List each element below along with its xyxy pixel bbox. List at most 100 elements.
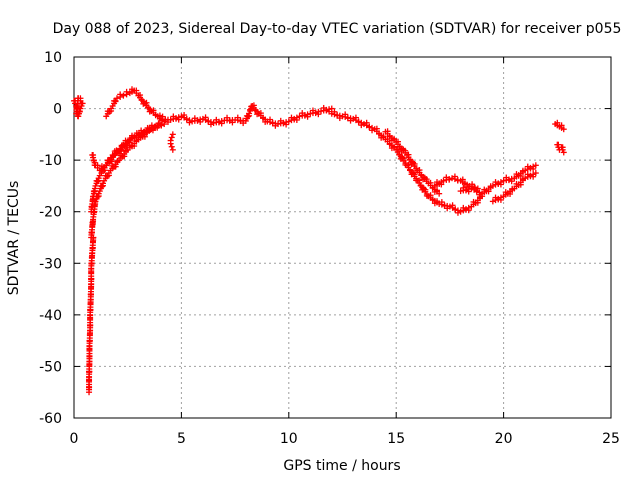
data-point-arc-descent — [380, 133, 387, 140]
chart-title: Day 088 of 2023, Sidereal Day-to-day VTE… — [53, 21, 622, 37]
data-point-arc-plateau — [315, 111, 322, 118]
data-point-arc-recovery-b — [108, 158, 115, 165]
data-point-arc-descent — [465, 207, 472, 214]
data-point-arc-late — [532, 162, 539, 169]
data-point-arc-late — [463, 187, 470, 194]
data-point-arc-descent — [391, 143, 398, 150]
data-point-arc-recovery-c — [112, 163, 119, 170]
data-point-arc-late — [517, 172, 524, 179]
data-point-arc-bump — [117, 91, 124, 98]
data-point-arc-descent — [358, 122, 365, 129]
data-point-arc-recovery-c — [105, 172, 112, 179]
data-point-arc-plateau — [323, 107, 330, 114]
data-point-arc-descent-b — [384, 128, 391, 135]
y-tick-label: -40 — [39, 308, 62, 324]
data-point-arc-descent-b — [416, 167, 423, 174]
x-tick-label: 5 — [177, 431, 186, 447]
data-point-arc-plateau — [178, 113, 185, 120]
data-point-arc-valley — [469, 181, 476, 188]
data-point-arc-recovery-b — [116, 148, 123, 155]
y-tick-label: 0 — [53, 102, 62, 118]
data-point-arc-descent — [427, 192, 434, 199]
data-point-arc-recovery-c — [121, 153, 128, 160]
data-point-arc-descent — [422, 186, 429, 193]
data-point-arc-plateau — [301, 112, 308, 119]
data-point-arc-short — [167, 140, 174, 147]
data-point-arc-plateau — [202, 114, 209, 121]
data-point-arc-bump — [112, 98, 119, 105]
data-point-arc-plateau — [159, 113, 166, 120]
data-points — [71, 86, 567, 396]
data-point-arc-plateau — [181, 112, 188, 119]
data-point-arc-late-b — [530, 173, 537, 180]
data-point-arc-valley — [440, 177, 447, 184]
data-point-arc-plateau — [167, 116, 174, 123]
data-point-arc-recovery-b — [90, 152, 97, 159]
y-axis-label: SDTVAR / TECUs — [6, 181, 22, 296]
data-point-arc-plateau — [246, 112, 253, 119]
data-point-arc-plateau — [186, 119, 193, 126]
data-point-arc-bump — [123, 88, 130, 95]
data-point-arc-descent — [342, 111, 349, 118]
data-point-arc-late — [489, 182, 496, 189]
data-point-arc-descent-b — [391, 135, 398, 142]
data-point-arc-descent — [457, 208, 464, 215]
data-point-arc-descent — [438, 199, 445, 206]
data-point-arc-start — [74, 95, 81, 102]
data-point-arc-end-b — [560, 126, 567, 133]
data-point-arc-late-b — [517, 181, 524, 188]
data-point-arc-recovery-c — [98, 183, 105, 190]
data-point-arc-descent — [350, 115, 357, 122]
data-point-arc-late-b — [507, 190, 514, 197]
data-point-arc-short — [168, 134, 175, 141]
data-point-arc-descent-b — [405, 151, 412, 158]
data-point-arc-descent — [446, 203, 453, 210]
data-point-arc-plateau — [328, 105, 335, 112]
data-point-arc-plateau — [293, 116, 300, 123]
y-tick-label: -10 — [39, 153, 62, 169]
data-point-arc-late — [476, 191, 483, 198]
data-point-arc-late — [468, 185, 475, 192]
x-tick-label: 0 — [70, 431, 79, 447]
data-point-arc-descent — [411, 171, 418, 178]
data-point-arc-recovery-c — [131, 143, 138, 150]
data-point-arc-plateau — [280, 120, 287, 127]
data-point-arc-late-b — [489, 198, 496, 205]
data-point-arc-recovery-c — [141, 133, 148, 140]
data-point-arc-plateau — [312, 110, 319, 117]
data-point-arc-late-b — [532, 170, 539, 177]
data-point-arc-late — [508, 178, 515, 185]
data-point-arc-recovery-b — [94, 162, 101, 169]
data-point-arc-descent — [405, 161, 412, 168]
data-point-arc-end — [560, 149, 567, 156]
x-tick-label: 10 — [280, 431, 298, 447]
data-point-arc-descent — [369, 127, 376, 134]
data-point-arc-recovery-c — [148, 126, 155, 133]
data-point-arc-end-b — [554, 119, 561, 126]
data-point-arc-plateau — [244, 113, 251, 120]
data-point-arc-bump — [150, 107, 157, 114]
data-point-arc-end-b — [558, 122, 565, 129]
y-tick-label: -60 — [39, 411, 62, 427]
data-point-arc-late — [465, 188, 472, 195]
data-point-arc-short — [168, 143, 175, 150]
data-point-arc-descent-b — [411, 160, 418, 167]
data-point-arc-descent-b — [394, 138, 401, 145]
x-tick-label: 15 — [387, 431, 405, 447]
data-point-arc-plateau — [197, 118, 204, 125]
data-point-arc-descent — [416, 177, 423, 184]
x-axis-label: GPS time / hours — [283, 458, 400, 474]
data-point-arc-descent-b — [436, 190, 443, 197]
data-point-arc-valley — [459, 176, 466, 183]
data-point-arc-bump — [143, 99, 150, 106]
data-point-arc-plateau — [250, 102, 257, 109]
data-point-arc-bump — [108, 107, 115, 114]
data-point-arc-recovery-c — [95, 193, 102, 200]
data-point-arc-descent-b — [434, 187, 441, 194]
data-point-arc-valley — [438, 181, 445, 188]
data-point-arc-short — [169, 131, 176, 138]
axis-ticks — [73, 56, 612, 419]
grid — [74, 57, 611, 418]
data-point-arc-late — [530, 165, 537, 172]
